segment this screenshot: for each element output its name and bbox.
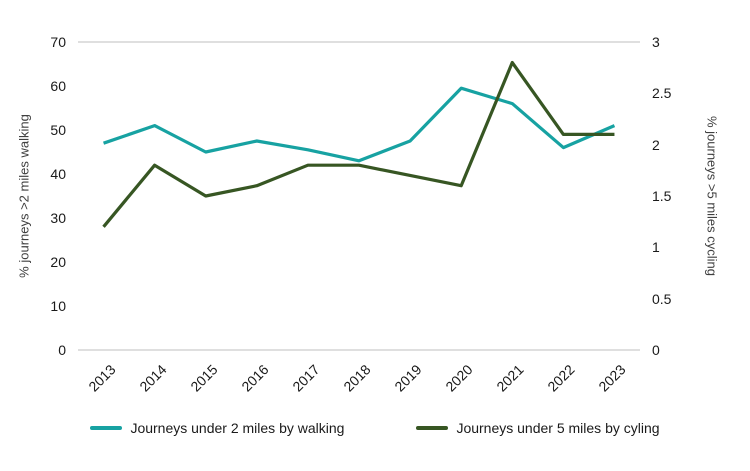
- right-axis-tick-label: 0: [652, 342, 660, 358]
- legend-label: Journeys under 2 miles by walking: [130, 420, 345, 436]
- series-line-cycling: [102, 60, 615, 228]
- left-axis-tick-label: 10: [50, 298, 66, 314]
- left-axis-tick-label: 70: [50, 34, 66, 50]
- legend-item-cycling: Journeys under 5 miles by cyling: [416, 420, 660, 436]
- legend: Journeys under 2 miles by walking Journey…: [0, 420, 750, 436]
- right-axis-tick-label: 1: [652, 239, 660, 256]
- legend-label: Journeys under 5 miles by cyling: [456, 420, 660, 436]
- right-axis-title: % journeys >5 miles cycling: [704, 115, 720, 277]
- left-axis-tick-label: 40: [50, 166, 66, 182]
- right-axis-tick-label: 2.5: [652, 85, 672, 102]
- left-axis-tick-label: 0: [58, 342, 66, 358]
- right-axis-tick-label: 2: [652, 136, 660, 153]
- series-line-walking: [103, 86, 616, 163]
- right-axis-tick-label: 1.5: [652, 188, 672, 204]
- left-axis-tick-label: 30: [50, 210, 66, 226]
- left-axis-tick-label: 60: [50, 78, 66, 94]
- left-axis-title: % journeys >2 miles walking: [16, 114, 32, 278]
- right-axis-tick-label: 3: [652, 34, 660, 50]
- left-axis-tick-label: 50: [50, 122, 66, 138]
- right-axis-tick-label: 0.5: [652, 290, 672, 307]
- left-axis-tick-label: 20: [50, 254, 66, 270]
- legend-swatch: [90, 426, 123, 430]
- legend-swatch: [416, 426, 449, 430]
- legend-item-walking: Journeys under 2 miles by walking: [90, 420, 344, 436]
